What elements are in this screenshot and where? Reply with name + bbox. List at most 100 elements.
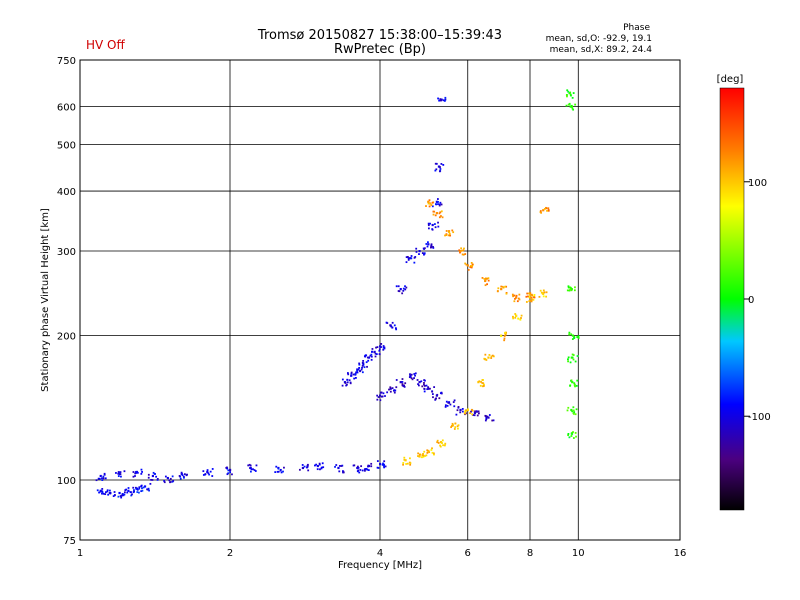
data-point [430, 246, 432, 249]
data-point [367, 465, 369, 468]
data-point [127, 489, 130, 492]
data-point [249, 464, 252, 467]
data-point [151, 479, 154, 481]
colorbar-tick-label: -100 [748, 412, 771, 423]
data-point [530, 300, 533, 303]
data-point [431, 451, 434, 454]
data-point [427, 227, 430, 230]
data-point [349, 382, 352, 385]
data-point [163, 480, 166, 482]
data-point [151, 474, 155, 478]
data-point [426, 388, 429, 391]
x-tick-label: 8 [527, 548, 533, 559]
data-point [117, 471, 120, 473]
data-point [423, 383, 425, 386]
data-point [461, 410, 464, 413]
data-point [545, 207, 548, 210]
data-point [132, 486, 135, 489]
data-point [319, 468, 321, 471]
data-point [397, 285, 400, 288]
data-point [365, 361, 368, 364]
data-point [403, 458, 406, 461]
data-point [356, 371, 359, 374]
y-tick-label: 200 [57, 332, 76, 343]
data-point [364, 469, 366, 472]
data-point [573, 335, 576, 338]
phase-stats-title: Phase [623, 23, 650, 33]
data-point [394, 389, 397, 392]
data-point [126, 491, 129, 494]
data-point [277, 467, 280, 470]
data-point [340, 465, 343, 467]
data-point [410, 257, 413, 260]
data-point [570, 408, 573, 412]
data-point [569, 93, 572, 96]
data-point [547, 207, 550, 210]
data-point [444, 98, 447, 101]
plot-frame [79, 59, 681, 541]
data-point [448, 232, 451, 235]
data-point [112, 495, 115, 498]
data-point [127, 487, 130, 489]
data-point [492, 419, 495, 422]
data-point [180, 471, 183, 474]
data-point [389, 386, 392, 389]
data-point [573, 411, 576, 414]
data-point [183, 473, 186, 476]
data-point [430, 243, 433, 246]
data-point [478, 380, 481, 383]
data-point [361, 361, 364, 364]
data-point [211, 475, 214, 477]
data-point [457, 424, 460, 427]
data-point [147, 476, 150, 479]
data-point [512, 295, 514, 298]
data-point [438, 216, 441, 219]
data-point [338, 470, 341, 473]
data-point [402, 384, 405, 387]
data-point [432, 247, 435, 249]
y-tick-label: 300 [57, 247, 76, 258]
data-point [385, 321, 388, 324]
data-point [356, 369, 359, 372]
y-tick-label: 500 [57, 141, 76, 152]
data-point [413, 261, 416, 264]
data-point [403, 385, 406, 388]
data-point [464, 253, 467, 255]
data-point [542, 289, 545, 292]
data-point [527, 295, 529, 298]
data-point [435, 200, 438, 203]
data-point [402, 462, 405, 464]
data-point [432, 213, 435, 216]
data-point [255, 464, 258, 467]
data-point [249, 467, 251, 469]
y-tick-label: 400 [57, 187, 76, 198]
data-point [567, 103, 570, 106]
data-point [306, 466, 308, 469]
data-point [570, 435, 573, 437]
data-point [545, 291, 548, 294]
data-point [436, 393, 439, 396]
data-point [403, 456, 406, 459]
data-point [567, 286, 570, 289]
data-point [307, 463, 309, 466]
data-point [370, 358, 373, 361]
data-point [346, 372, 349, 374]
data-point [484, 279, 487, 283]
y-tick-label: 750 [57, 56, 76, 67]
data-point [367, 464, 370, 467]
data-point [147, 473, 150, 476]
data-point [409, 463, 412, 466]
data-point [138, 487, 141, 490]
data-point [574, 103, 577, 106]
data-point [357, 465, 359, 468]
data-point [418, 455, 421, 458]
data-point [436, 439, 439, 442]
data-point [576, 379, 579, 382]
data-point [567, 358, 569, 361]
data-point [473, 411, 477, 415]
data-point [362, 363, 365, 366]
data-point [202, 474, 205, 476]
data-point [431, 205, 434, 208]
data-point [514, 313, 517, 315]
data-point [445, 234, 448, 236]
